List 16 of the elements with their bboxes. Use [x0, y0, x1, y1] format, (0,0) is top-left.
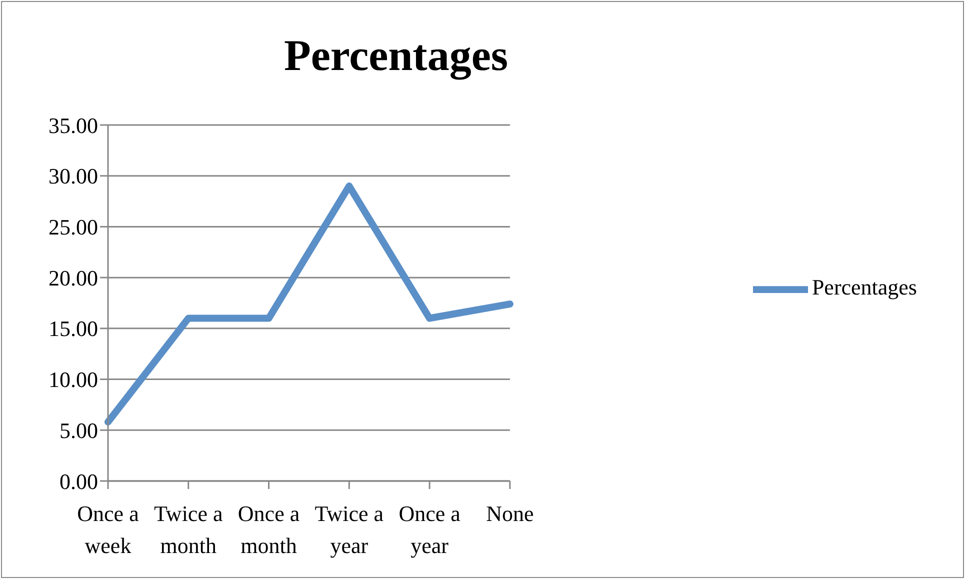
x-tick-label: Once a month — [238, 501, 300, 558]
x-tick-label: Twice a year — [314, 501, 384, 558]
x-tick-label: Twice a month — [154, 501, 223, 558]
y-tick-label: 15.00 — [48, 316, 98, 342]
x-tick-label: None — [486, 501, 534, 526]
y-tick-label: 20.00 — [48, 265, 98, 290]
y-tick-label: 5.00 — [60, 418, 98, 443]
y-tick-label: 35.00 — [48, 112, 98, 138]
y-tick-label: 10.00 — [48, 367, 98, 392]
y-tick-label: 0.00 — [60, 468, 98, 494]
legend-label: Percentages — [812, 274, 917, 300]
x-tick-label: Once a week — [77, 501, 140, 558]
chart-title: Percentages — [283, 30, 509, 81]
y-tick-label: 30.00 — [48, 164, 98, 189]
y-tick-label: 25.00 — [48, 214, 98, 240]
x-tick-label: Once a year — [398, 501, 461, 558]
